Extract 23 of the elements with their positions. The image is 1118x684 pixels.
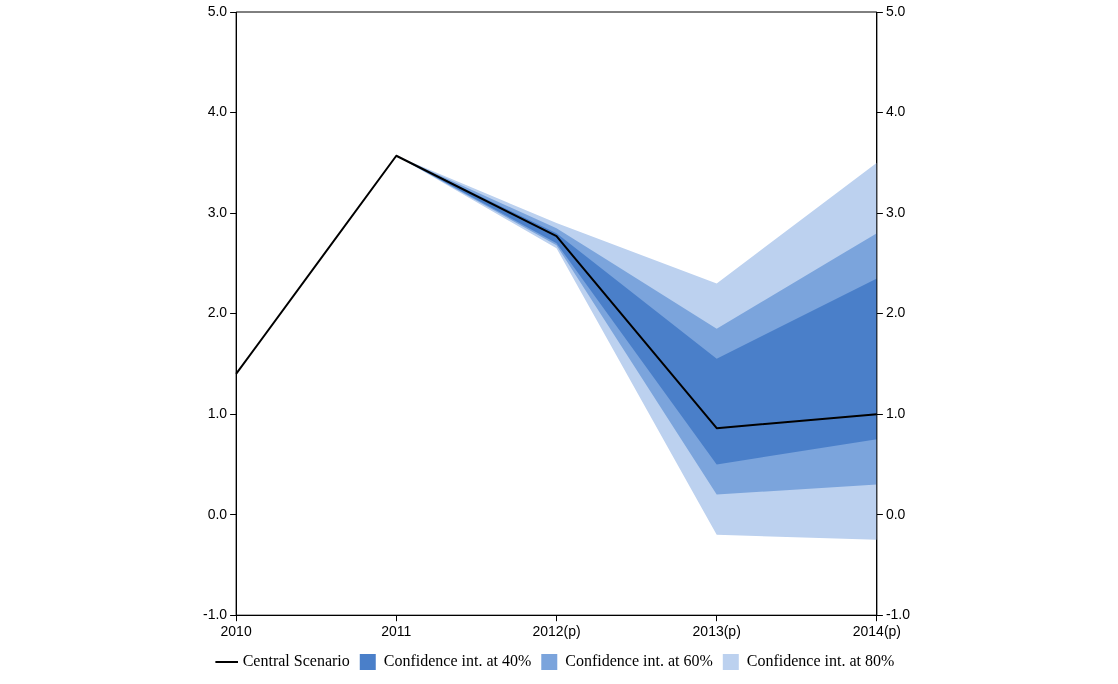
y-tick-label: 0.0 (207, 505, 228, 522)
y-tick-label: 5.0 (207, 2, 228, 19)
legend-label: Central Scenario (242, 652, 350, 670)
y-tick-label: -1.0 (203, 606, 228, 623)
y-tick-label: 2.0 (207, 304, 228, 321)
y2-tick-label: 5.0 (885, 2, 906, 19)
y2-tick-label: 2.0 (885, 304, 906, 321)
x-tick-label: 2010 (220, 623, 252, 640)
y-tick-label: 4.0 (207, 103, 228, 120)
x-tick-label: 2014(p) (852, 623, 902, 640)
y-tick-label: 3.0 (207, 203, 228, 220)
legend-label: Confidence int. at 80% (746, 652, 895, 670)
legend-label: Confidence int. at 40% (383, 652, 532, 670)
y-tick-label: 1.0 (207, 404, 228, 421)
y2-tick-label: 3.0 (885, 203, 906, 220)
y2-tick-label: 1.0 (885, 404, 906, 421)
y2-tick-label: 4.0 (885, 103, 906, 120)
legend-label: Confidence int. at 60% (565, 652, 713, 670)
x-tick-label: 2011 (381, 623, 412, 640)
y2-tick-label: -1.0 (885, 606, 911, 623)
y2-tick-label: 0.0 (885, 505, 906, 522)
x-tick-label: 2013(p) (692, 623, 741, 640)
x-tick-label: 2012(p) (532, 623, 581, 640)
